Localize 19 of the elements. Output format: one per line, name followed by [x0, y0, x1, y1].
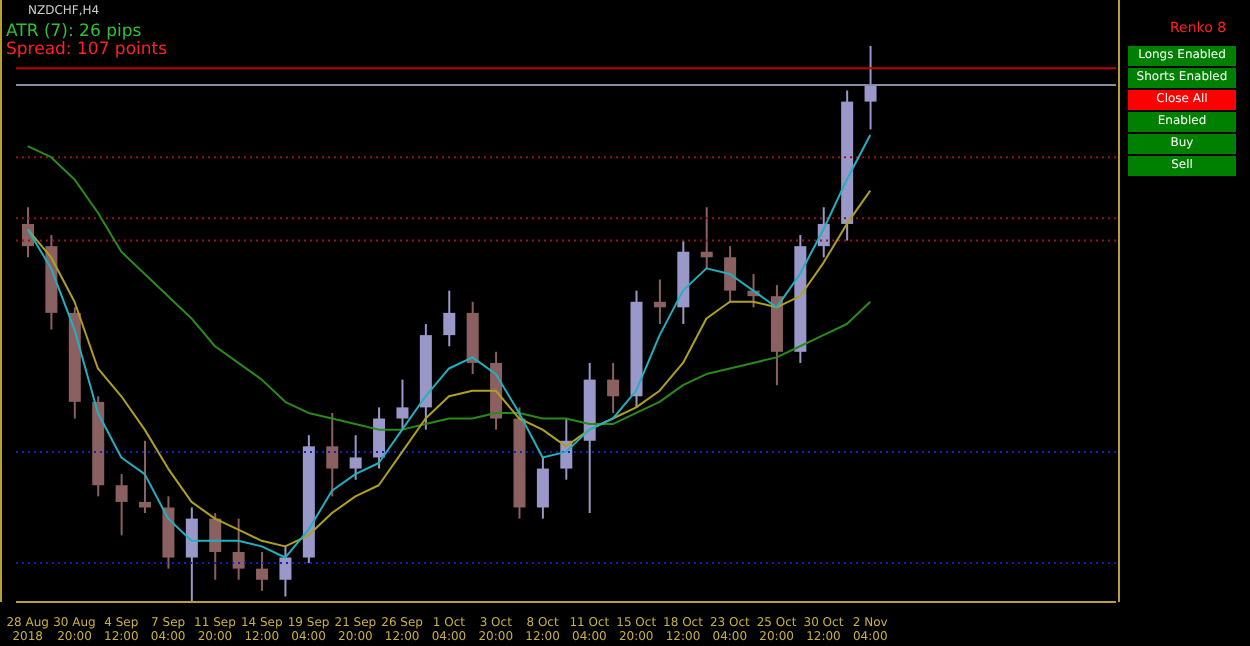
candlestick: [864, 46, 877, 131]
candlestick: [326, 411, 339, 498]
candlestick: [536, 456, 549, 520]
candlestick: [700, 206, 713, 270]
candlestick: [256, 550, 269, 592]
candlestick: [115, 473, 128, 537]
candlestick: [279, 545, 292, 598]
candlestick: [396, 378, 409, 431]
candlestick: [139, 439, 152, 515]
candlestick: [232, 517, 245, 581]
candlestick: [607, 361, 620, 414]
candlestick: [724, 245, 737, 303]
annotation: Spread: 107 points: [6, 40, 168, 60]
candlestick: [653, 278, 666, 325]
text: ATR (7): 26 pips: [6, 22, 142, 42]
candlestick: [209, 512, 222, 581]
candlestick: [185, 506, 198, 602]
candlestick: [443, 289, 456, 348]
candlestick: [349, 434, 362, 481]
